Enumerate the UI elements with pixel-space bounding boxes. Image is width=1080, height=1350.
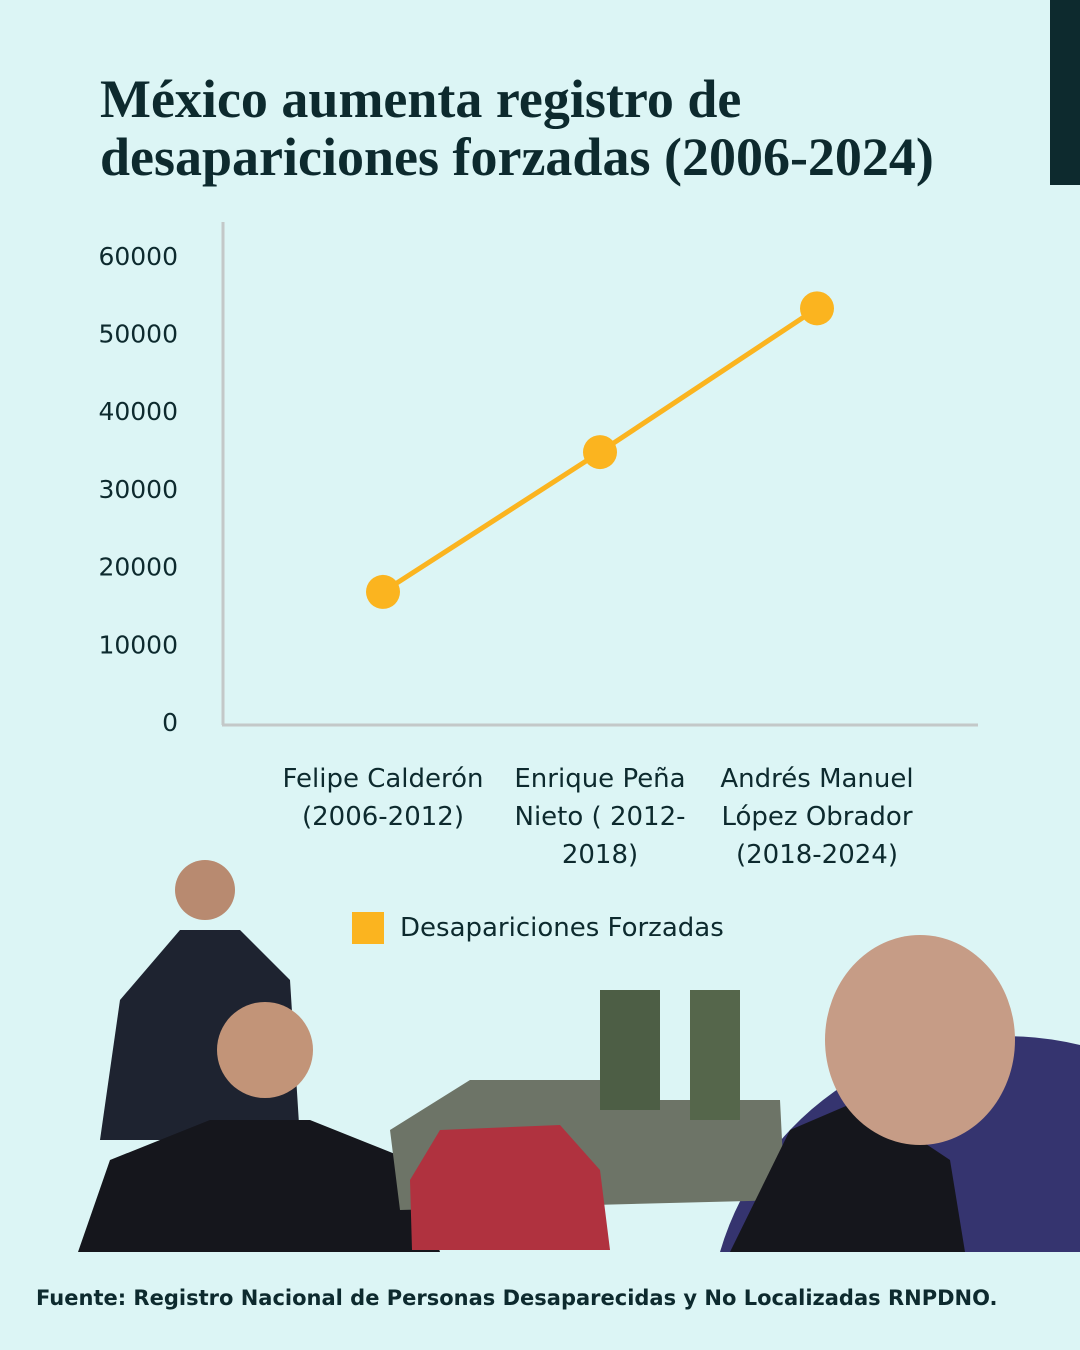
source: Fuente: Registro Nacional de Personas De… xyxy=(36,1286,998,1310)
x-tick-label: Felipe Calderón (2006-2012) xyxy=(282,764,484,832)
person-head xyxy=(175,860,235,920)
y-tick-label: 20000 xyxy=(98,553,178,582)
point xyxy=(366,574,400,609)
person-silhouette xyxy=(78,1120,440,1252)
person-head xyxy=(217,1002,313,1098)
soldier xyxy=(690,990,740,1120)
legend: Desapariciones Forzadas xyxy=(352,912,724,944)
point xyxy=(583,435,617,470)
x-tick-label: Andrés Manuel López Obrador (2018-2024) xyxy=(720,764,914,870)
y-tick-label: 30000 xyxy=(98,475,178,504)
soldier xyxy=(600,990,660,1110)
y-tick-label: 0 xyxy=(162,708,178,737)
x-tick-label: Enrique Peña Nieto ( 2012-2018) xyxy=(514,764,686,870)
person-head xyxy=(825,935,1015,1145)
car xyxy=(410,1125,610,1250)
photo-collage xyxy=(78,860,1080,1252)
y-tick-label: 10000 xyxy=(98,630,178,659)
corner-bar xyxy=(1050,0,1080,185)
legend-label: Desapariciones Forzadas xyxy=(400,913,724,943)
point xyxy=(800,291,834,326)
y-tick-label: 60000 xyxy=(98,242,178,271)
chart-title: México aumenta registro de desaparicione… xyxy=(100,69,934,187)
y-tick-label: 50000 xyxy=(98,320,178,349)
y-tick-label: 40000 xyxy=(98,397,178,426)
legend-swatch xyxy=(352,912,384,944)
